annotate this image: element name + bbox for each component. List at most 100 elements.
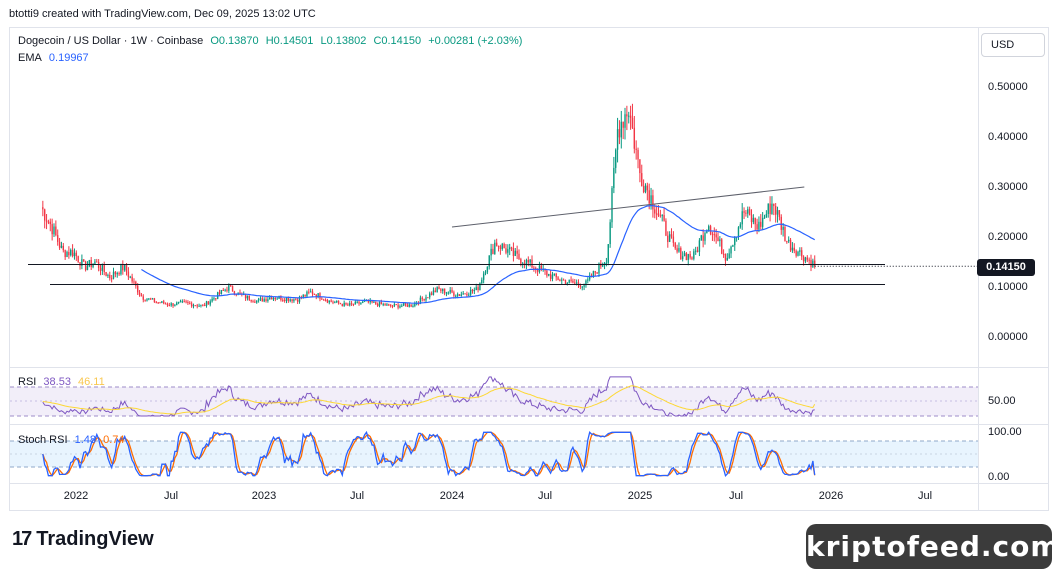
candle-body	[161, 301, 163, 303]
currency-button[interactable]: USD	[981, 33, 1045, 57]
candle-body	[680, 248, 682, 260]
candle-body	[99, 267, 102, 271]
time-tick: Jul	[349, 490, 365, 502]
stoch-legend[interactable]: Stoch RSI 1.48 0.74	[18, 434, 129, 446]
candle-body	[568, 279, 570, 283]
candle-body	[538, 265, 541, 272]
candle-body	[601, 265, 604, 267]
candle-body	[495, 242, 498, 246]
candle-body	[86, 266, 89, 271]
tradingview-brand[interactable]: 17 TradingView	[12, 528, 154, 551]
candle-body	[226, 289, 228, 291]
candle-body	[765, 213, 768, 218]
candle-body	[789, 239, 792, 251]
candle-body	[228, 285, 230, 291]
candle-body	[758, 221, 760, 230]
candle-body	[332, 301, 334, 303]
candle-body	[551, 274, 554, 279]
candle-body	[776, 210, 779, 215]
candle-body	[257, 298, 260, 301]
candle-body	[769, 203, 771, 214]
candle-body	[285, 297, 288, 301]
candle-body	[272, 297, 275, 300]
candle-body	[70, 249, 72, 256]
candle-body	[105, 272, 107, 276]
candle-body	[469, 289, 472, 295]
candle-body	[179, 301, 182, 303]
candle-body	[408, 304, 410, 307]
candle-body	[168, 305, 171, 307]
candle-body	[244, 293, 247, 299]
candle-body	[349, 303, 351, 306]
candle-body	[112, 271, 115, 279]
symbol-name[interactable]: Dogecoin / US Dollar · 1W · Coinbase	[18, 35, 204, 47]
candle-body	[477, 287, 479, 291]
candle-body	[153, 298, 156, 303]
candle-body	[176, 302, 178, 306]
candle-body	[717, 237, 719, 242]
candle-body	[140, 294, 143, 297]
candle-body	[436, 287, 438, 293]
candle-body	[220, 289, 223, 294]
candle-body	[330, 300, 332, 302]
candle-body	[696, 250, 699, 252]
candle-body	[163, 301, 165, 304]
candle-body	[575, 282, 578, 284]
candle-body	[615, 149, 617, 168]
change-value: +0.00281 (+2.03%)	[428, 35, 523, 47]
rsi-legend[interactable]: RSI 38.53 46.11	[18, 376, 109, 388]
candle-body	[369, 300, 371, 303]
candle-body	[371, 300, 373, 303]
candle-body	[754, 217, 756, 225]
candle-body	[561, 279, 563, 281]
candle-body	[691, 257, 693, 259]
candle-body	[53, 226, 55, 235]
candle-body	[252, 301, 254, 303]
candle-body	[778, 210, 781, 217]
candle-body	[734, 237, 736, 246]
candle-body	[676, 248, 678, 252]
stoch-tick: 0.00	[988, 471, 1010, 483]
candle-body	[263, 299, 265, 302]
brand-name: TradingView	[36, 528, 154, 550]
candle-body	[399, 306, 401, 308]
candle-body	[488, 255, 490, 267]
candle-body	[64, 250, 66, 258]
candle-body	[328, 300, 330, 303]
candle-body	[722, 253, 725, 255]
candle-body	[51, 224, 53, 235]
ema-legend[interactable]: EMA 0.19967	[18, 52, 93, 64]
candle-body	[812, 260, 814, 268]
candle-body	[164, 303, 167, 305]
candle-body	[780, 216, 782, 230]
creator-line: btotti9 created with TradingView.com, De…	[9, 8, 316, 20]
candle-body	[626, 114, 628, 117]
candle-body	[146, 299, 148, 301]
time-tick: 2023	[251, 490, 277, 502]
candle-body	[706, 230, 708, 234]
candle-body	[373, 301, 375, 303]
candle-body	[494, 242, 496, 254]
candle-body	[633, 127, 636, 149]
candle-body	[92, 263, 94, 267]
candle-body	[635, 148, 637, 150]
candle-body	[486, 266, 489, 273]
candle-body	[127, 271, 130, 277]
candle-body	[583, 285, 585, 287]
candle-body	[248, 295, 250, 300]
candle-body	[791, 247, 794, 251]
candle-body	[642, 186, 645, 193]
candle-body	[479, 283, 481, 291]
candle-body	[529, 259, 531, 263]
candle-body	[473, 289, 476, 292]
candle-body	[665, 220, 667, 236]
candle-body	[670, 234, 673, 237]
candle-body	[607, 244, 609, 263]
candle-body	[423, 298, 425, 301]
candle-body	[101, 265, 104, 271]
candle-body	[123, 264, 126, 271]
candle-body	[280, 296, 282, 300]
candle-body	[60, 245, 63, 248]
candle-body	[250, 299, 252, 302]
